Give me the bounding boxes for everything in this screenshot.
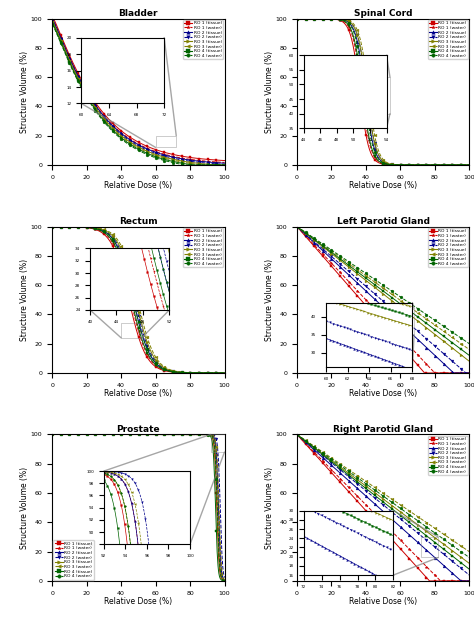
- X-axis label: Relative Dose (%): Relative Dose (%): [104, 597, 173, 606]
- Bar: [121, 323, 142, 338]
- X-axis label: Relative Dose (%): Relative Dose (%): [104, 389, 173, 398]
- Bar: [401, 308, 414, 335]
- Legend: RO 1 (tissue), RO 1 (water), RO 2 (tissue), RO 2 (water), RO 3 (tissue), RO 3 (w: RO 1 (tissue), RO 1 (water), RO 2 (tissu…: [428, 436, 468, 475]
- X-axis label: Relative Dose (%): Relative Dose (%): [349, 181, 417, 190]
- Title: Right Parotid Gland: Right Parotid Gland: [333, 425, 433, 434]
- Title: Spinal Cord: Spinal Cord: [354, 9, 412, 18]
- Legend: RO 1 (tissue), RO 1 (water), RO 2 (tissue), RO 2 (water), RO 3 (tissue), RO 3 (w: RO 1 (tissue), RO 1 (water), RO 2 (tissu…: [428, 228, 468, 267]
- Title: Bladder: Bladder: [118, 9, 158, 18]
- Legend: RO 1 (tissue), RO 1 (water), RO 2 (tissue), RO 2 (water), RO 3 (tissue), RO 3 (w: RO 1 (tissue), RO 1 (water), RO 2 (tissu…: [428, 20, 468, 59]
- Legend: RO 1 (tissue), RO 1 (water), RO 2 (tissue), RO 2 (water), RO 3 (tissue), RO 3 (w: RO 1 (tissue), RO 1 (water), RO 2 (tissu…: [54, 540, 94, 580]
- X-axis label: Relative Dose (%): Relative Dose (%): [349, 389, 417, 398]
- Y-axis label: Structure Volume (%): Structure Volume (%): [265, 467, 274, 549]
- Legend: RO 1 (tissue), RO 1 (water), RO 2 (tissue), RO 2 (water), RO 3 (tissue), RO 3 (w: RO 1 (tissue), RO 1 (water), RO 2 (tissu…: [183, 228, 223, 267]
- Title: Left Parotid Gland: Left Parotid Gland: [337, 217, 429, 226]
- Bar: [421, 537, 438, 557]
- Bar: [211, 434, 225, 452]
- Y-axis label: Structure Volume (%): Structure Volume (%): [20, 259, 29, 341]
- Title: Prostate: Prostate: [117, 425, 160, 434]
- X-axis label: Relative Dose (%): Relative Dose (%): [104, 181, 173, 190]
- Y-axis label: Structure Volume (%): Structure Volume (%): [265, 51, 274, 133]
- Bar: [373, 77, 390, 114]
- Y-axis label: Structure Volume (%): Structure Volume (%): [265, 259, 274, 341]
- Y-axis label: Structure Volume (%): Structure Volume (%): [20, 467, 29, 549]
- Y-axis label: Structure Volume (%): Structure Volume (%): [20, 51, 29, 133]
- Title: Rectum: Rectum: [119, 217, 158, 226]
- Bar: [155, 136, 176, 148]
- X-axis label: Relative Dose (%): Relative Dose (%): [349, 597, 417, 606]
- Legend: RO 1 (tissue), RO 1 (water), RO 2 (tissue), RO 2 (water), RO 3 (tissue), RO 3 (w: RO 1 (tissue), RO 1 (water), RO 2 (tissu…: [183, 20, 223, 59]
